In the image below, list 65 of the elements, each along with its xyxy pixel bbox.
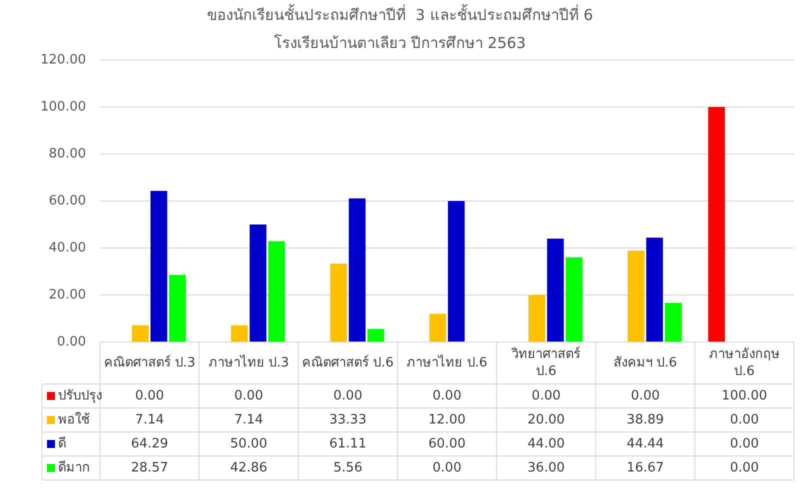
- data-label: 64.29: [130, 436, 168, 452]
- x-tick-label: ภาษาไทย ป.3: [208, 354, 289, 370]
- data-label: 100.00: [722, 388, 768, 404]
- bar: [231, 325, 248, 342]
- data-label: 0.00: [630, 388, 660, 404]
- x-tick-label: คณิตศาสตร์ ป.3: [104, 354, 196, 370]
- data-label: 0.00: [532, 388, 561, 404]
- data-label: 0.00: [135, 388, 164, 404]
- data-label: 7.14: [234, 412, 264, 428]
- x-tick-label: ภาษาไทย ป.6: [406, 354, 488, 370]
- chart-title: ของนักเรียนชั้นประถมศึกษาปีที่ 3 และชั้นประถมศึกษาปีที่ 6 โรงเรียนบ้านตาเลียว ปีการศึกษา 2563: [206, 4, 594, 52]
- data-label: 61.11: [329, 436, 366, 452]
- y-tick-label: 20.00: [48, 287, 86, 302]
- y-tick-label: 60.00: [48, 193, 86, 208]
- data-label: 12.00: [428, 412, 466, 428]
- data-label: 16.67: [626, 460, 664, 476]
- data-label: 7.14: [135, 412, 164, 428]
- data-label: 36.00: [528, 460, 565, 476]
- bar: [348, 198, 366, 342]
- data-label: 50.00: [230, 436, 268, 452]
- data-label: 5.56: [333, 460, 362, 476]
- y-tick-label: 80.00: [48, 146, 86, 162]
- data-label: 0.00: [730, 460, 759, 476]
- legend-label: พอใช้: [58, 411, 90, 428]
- data-label: 0.00: [234, 388, 264, 404]
- data-label: 0.00: [432, 460, 462, 476]
- bar: [250, 224, 266, 342]
- y-tick-label: 120.00: [40, 52, 86, 68]
- bar: [132, 325, 149, 342]
- data-label: 0.00: [730, 436, 759, 452]
- bar: [150, 190, 168, 342]
- data-label: 42.86: [230, 460, 268, 476]
- bar: [547, 238, 564, 342]
- data-label: 28.57: [130, 460, 168, 476]
- bar: [367, 328, 384, 342]
- bar: [268, 241, 285, 342]
- legend-label: ปรับปรุง: [58, 388, 102, 404]
- data-label: 38.89: [626, 412, 664, 428]
- bar: [646, 238, 663, 342]
- x-tick-label: สังคมฯ ป.6: [614, 355, 678, 370]
- x-tick-label: ภาษาอังกฤษ ป.6: [708, 346, 780, 379]
- legend-label: ดีมาก: [58, 459, 90, 476]
- bar: [566, 257, 582, 342]
- y-tick-label: 0.00: [57, 334, 86, 350]
- data-label: 0.00: [432, 388, 462, 404]
- bar: [429, 314, 446, 342]
- y-tick-label: 100.00: [40, 99, 86, 114]
- bar: [628, 250, 644, 342]
- data-label: 20.00: [528, 412, 565, 428]
- bar: [448, 201, 465, 342]
- bar: [528, 295, 546, 342]
- data-label: 44.00: [528, 436, 565, 452]
- data-label: 60.00: [428, 436, 466, 452]
- data-label: 33.33: [329, 412, 366, 428]
- x-tick-label: คณิตศาสตร์ ป.6: [302, 354, 394, 370]
- bar: [330, 264, 347, 342]
- y-tick-label: 40.00: [48, 240, 86, 256]
- legend-label: ดี: [58, 435, 66, 452]
- bar: [169, 274, 186, 342]
- data-label: 0.00: [730, 412, 759, 428]
- bar: [664, 302, 682, 342]
- x-tick-label: วิทยาศาสตร์ ป.6: [510, 346, 581, 379]
- data-label: 0.00: [333, 388, 362, 404]
- bar: [708, 107, 725, 342]
- data-label: 44.44: [626, 436, 664, 452]
